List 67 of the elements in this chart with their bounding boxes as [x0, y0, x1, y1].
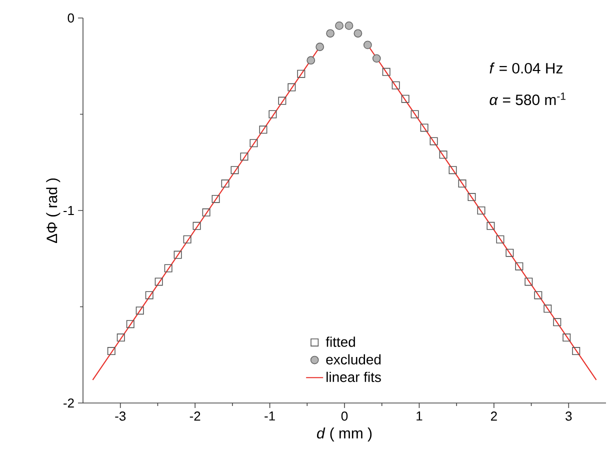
point: [306, 56, 316, 65]
x-axis-title: d ( mm ): [316, 428, 372, 442]
x-tick-label: 1: [416, 412, 422, 420]
point: [486, 222, 495, 230]
point: [335, 22, 344, 30]
point: [562, 334, 571, 342]
point: [230, 166, 239, 174]
x-tick-label: -2: [190, 412, 200, 421]
point: [468, 193, 476, 202]
point: [212, 194, 220, 203]
x-tick-label: 3: [566, 412, 572, 421]
legend-label: linear fits: [326, 372, 381, 382]
point: [221, 180, 230, 188]
point: [288, 83, 296, 92]
point: [183, 235, 192, 244]
point: [202, 208, 210, 216]
point: [506, 248, 514, 257]
point: [420, 124, 428, 132]
point: [164, 264, 172, 272]
legend-label: excluded: [326, 354, 381, 364]
point: [107, 347, 116, 356]
y-tick-label: -1: [64, 206, 74, 215]
point: [439, 150, 448, 159]
point: [448, 166, 457, 174]
point: [268, 110, 277, 118]
x-tick-label: -1: [264, 412, 275, 420]
point: [116, 334, 125, 342]
point: [250, 139, 258, 148]
x-tick-label: 0: [341, 412, 348, 421]
point: [126, 320, 134, 328]
point: [458, 180, 466, 188]
point: [372, 54, 381, 63]
point: [534, 291, 542, 300]
point: [392, 81, 400, 90]
point: [363, 40, 372, 50]
point: [496, 235, 504, 244]
x-tick-label: -3: [115, 412, 126, 421]
point: [401, 94, 410, 103]
point: [136, 306, 144, 315]
point: [326, 29, 335, 38]
point: [344, 22, 354, 30]
point: [382, 68, 390, 76]
x-tick-label: 2: [490, 412, 497, 421]
point: [145, 291, 154, 300]
point: [297, 70, 306, 78]
point: [154, 278, 163, 286]
point: [354, 29, 362, 38]
point: [553, 318, 562, 326]
y-tick-label: 0: [68, 13, 74, 23]
point: [278, 96, 286, 105]
point: [515, 262, 524, 270]
point: [240, 152, 248, 161]
point: [174, 250, 182, 259]
annotation: f = 0.04 Hz: [490, 62, 562, 74]
y-axis-title: ΔΦ ( rad ): [46, 178, 60, 244]
point: [192, 222, 201, 230]
point: [430, 137, 438, 146]
y-tick-label: -2: [64, 398, 74, 408]
point: [544, 304, 552, 313]
point: [259, 126, 268, 134]
point: [477, 206, 486, 214]
legend-label: fitted: [326, 336, 355, 347]
point: [410, 110, 419, 118]
annotation: α = 580 m$^{-1}$: [490, 92, 566, 106]
point: [524, 278, 533, 286]
point: [572, 347, 580, 356]
point: [316, 42, 324, 52]
